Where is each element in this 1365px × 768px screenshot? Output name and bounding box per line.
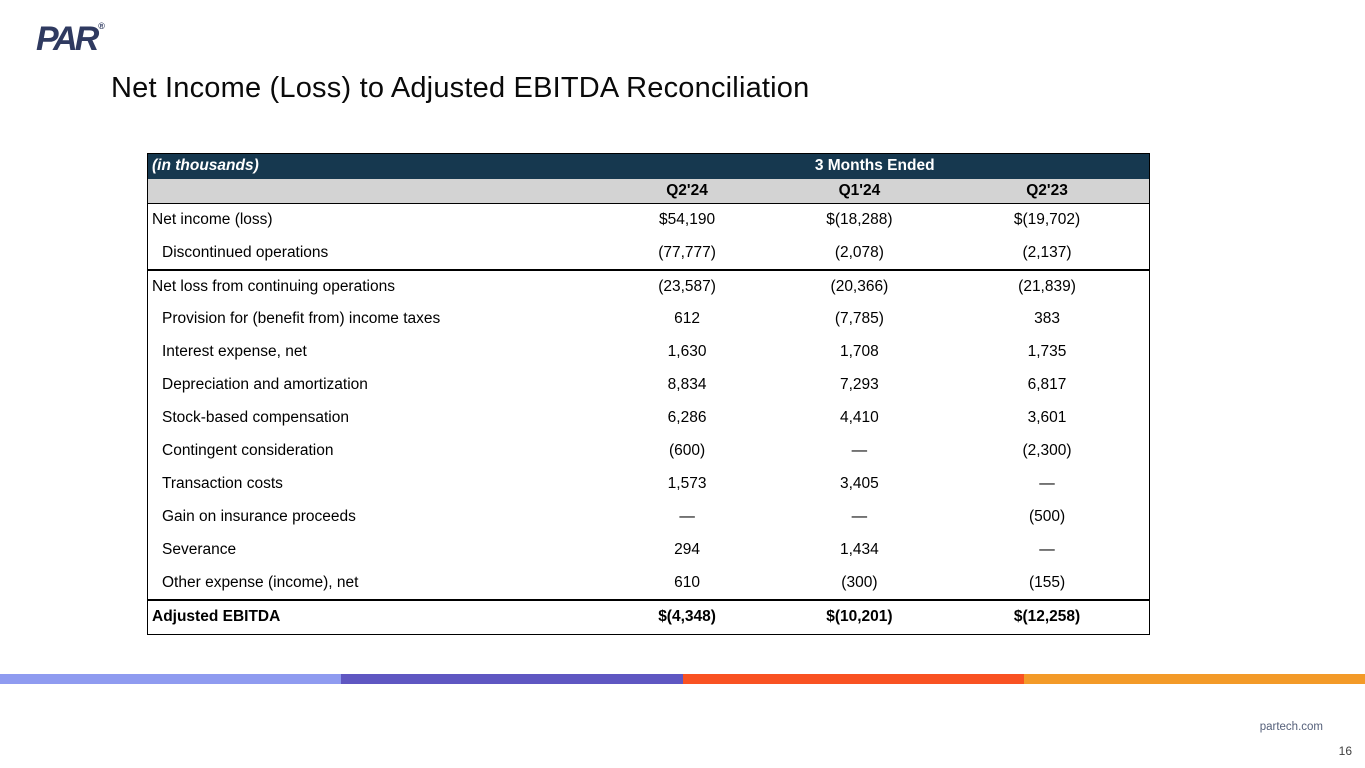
cell-value: (7,785) <box>834 310 884 327</box>
par-logo: PAR ® <box>36 20 105 58</box>
cell-value: (300) <box>841 573 878 591</box>
column-header-q2-23: Q2'23 <box>1026 181 1068 199</box>
cell-value: 4,410 <box>840 409 879 426</box>
cell-value: $(19,702) <box>1013 211 1081 229</box>
table-row-depreciation-amortization: Depreciation and amortization 8,834 7,29… <box>148 369 1150 402</box>
cell-value: 1,573 <box>667 475 707 492</box>
cell-value: (600) <box>668 442 706 459</box>
cell-value: 1,630 <box>667 343 707 360</box>
cell-value: $(18,288) <box>826 211 893 229</box>
cell-value: 1,434 <box>840 541 879 558</box>
row-label: Adjusted EBITDA <box>152 608 281 626</box>
row-label: Net loss from continuing operations <box>152 277 395 295</box>
cell-value: 1,708 <box>840 343 879 360</box>
row-label: Other expense (income), net <box>162 573 359 591</box>
cell-value: (2,078) <box>834 243 884 261</box>
cell-value: (2,300) <box>1022 442 1072 459</box>
cell-value: 8,834 <box>667 376 707 393</box>
cell-value: 383 <box>1034 310 1060 327</box>
cell-value: 6,286 <box>667 409 707 426</box>
cell-value: 3,405 <box>840 475 879 492</box>
brand-accent-stripe <box>0 674 1365 684</box>
table-header-period-row: (in thousands) 3 Months Ended <box>147 153 1150 179</box>
cell-value: (77,777) <box>658 243 716 261</box>
table-row-net-loss-continuing: Net loss from continuing operations (23,… <box>148 270 1150 303</box>
table-row-transaction-costs: Transaction costs 1,573 3,405 — <box>148 468 1150 501</box>
row-label: Depreciation and amortization <box>162 376 368 393</box>
cell-value: $(10,201) <box>826 608 893 626</box>
table-row-stock-based-compensation: Stock-based compensation 6,286 4,410 3,6… <box>148 402 1150 435</box>
row-label: Gain on insurance proceeds <box>162 508 356 525</box>
cell-value: $(12,258) <box>1013 608 1081 626</box>
page-number: 16 <box>1338 744 1352 758</box>
footer-website-link[interactable]: partech.com <box>1259 721 1323 733</box>
table-row-gain-insurance-proceeds: Gain on insurance proceeds — — (500) <box>148 501 1150 534</box>
period-header: 3 Months Ended <box>814 157 935 175</box>
column-header-q2-24: Q2'24 <box>666 181 708 199</box>
reconciliation-table: (in thousands) 3 Months Ended Q2'24 Q1'2… <box>147 153 1150 635</box>
par-logo-text: PAR <box>36 20 99 58</box>
cell-value: 7,293 <box>840 376 879 393</box>
cell-value: — <box>1039 475 1055 492</box>
cell-value: (23,587) <box>658 277 716 295</box>
stripe-segment-orange-red <box>682 674 1024 684</box>
registered-trademark-symbol: ® <box>98 21 105 31</box>
cell-value: — <box>1039 541 1055 558</box>
row-label: Transaction costs <box>162 475 283 492</box>
row-label: Interest expense, net <box>162 343 307 360</box>
row-label: Discontinued operations <box>162 243 329 261</box>
cell-value: (155) <box>1028 573 1066 591</box>
table-row-adjusted-ebitda: Adjusted EBITDA $(4,348) $(10,201) $(12,… <box>147 599 1150 635</box>
cell-value: (21,839) <box>1018 277 1076 295</box>
stripe-segment-purple <box>341 674 683 684</box>
table-header-quarters-row: Q2'24 Q1'24 Q2'23 <box>147 178 1150 204</box>
table-row-income-taxes: Provision for (benefit from) income taxe… <box>148 303 1150 336</box>
cell-value: (500) <box>1028 508 1066 525</box>
cell-value: — <box>679 508 695 525</box>
row-label: Severance <box>162 541 237 558</box>
cell-value: 3,601 <box>1027 409 1067 426</box>
page-title: Net Income (Loss) to Adjusted EBITDA Rec… <box>111 72 810 104</box>
cell-value: 294 <box>674 541 700 558</box>
table-row-severance: Severance 294 1,434 — <box>148 534 1150 567</box>
row-label: Net income (loss) <box>152 211 273 229</box>
cell-value: (20,366) <box>830 277 889 295</box>
cell-value: 612 <box>674 310 700 327</box>
units-label: (in thousands) <box>152 157 259 175</box>
stripe-segment-periwinkle <box>0 674 342 684</box>
row-label: Provision for (benefit from) income taxe… <box>162 310 441 327</box>
table-row-interest-expense: Interest expense, net 1,630 1,708 1,735 <box>148 336 1150 369</box>
table-row-net-income: Net income (loss) $54,190 $(18,288) $(19… <box>148 204 1150 237</box>
cell-value: — <box>851 442 868 459</box>
cell-value: 610 <box>674 573 700 591</box>
stripe-segment-orange <box>1023 674 1365 684</box>
column-header-q1-24: Q1'24 <box>838 181 881 199</box>
cell-value: 1,735 <box>1027 343 1067 360</box>
table-row-discontinued-operations: Discontinued operations (77,777) (2,078)… <box>147 237 1150 270</box>
cell-value: $54,190 <box>659 211 716 229</box>
table-row-contingent-consideration: Contingent consideration (600) — (2,300) <box>148 435 1150 468</box>
cell-value: 6,817 <box>1027 376 1067 393</box>
table-row-other-expense: Other expense (income), net 610 (300) (1… <box>148 567 1150 600</box>
empty-header-cell <box>148 179 601 204</box>
cell-value: (2,137) <box>1022 243 1072 261</box>
row-label: Contingent consideration <box>162 442 334 459</box>
row-label: Stock-based compensation <box>162 409 349 426</box>
cell-value: — <box>851 508 868 525</box>
cell-value: $(4,348) <box>658 608 716 626</box>
